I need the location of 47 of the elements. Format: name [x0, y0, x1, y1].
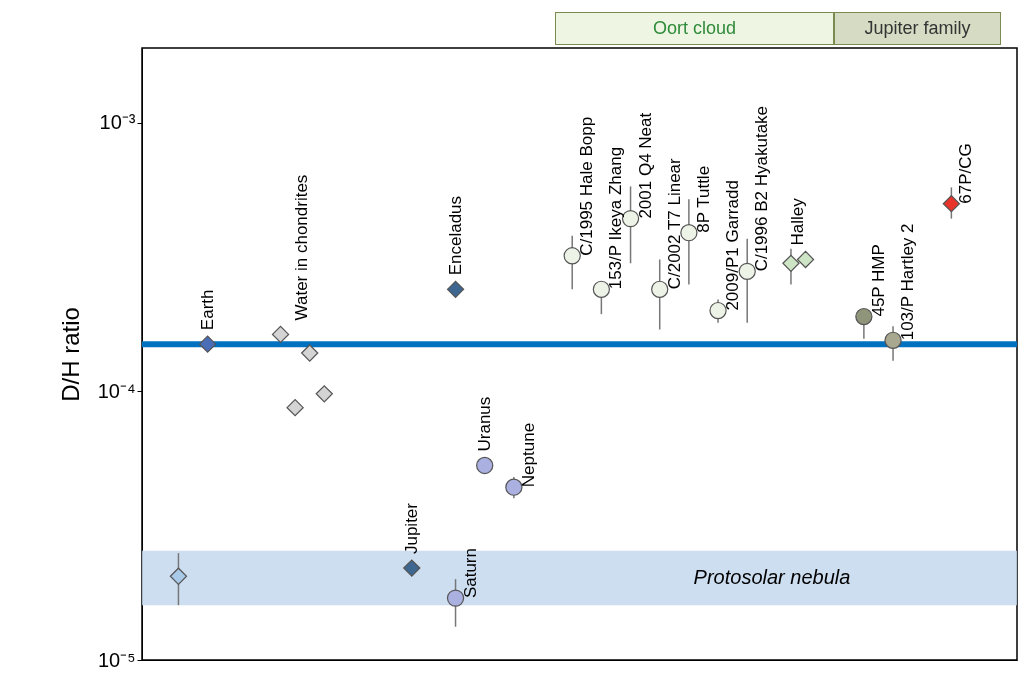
point — [169, 567, 188, 585]
text: Enceladus — [445, 195, 465, 276]
band-label: Protosolar nebula — [693, 566, 851, 589]
text: 2001 Q4 Neat — [635, 112, 655, 219]
text: Earth — [197, 289, 217, 331]
point — [476, 456, 494, 475]
text: C/1995 Hale Bopp — [577, 116, 597, 256]
point — [709, 301, 727, 320]
text: Oort cloud — [555, 12, 834, 45]
text: 67P/CG — [956, 143, 976, 204]
point — [855, 307, 873, 326]
text: 103/P Hartley 2 — [898, 223, 918, 341]
text: C/1996 B2 Hyakutake — [752, 105, 772, 272]
point — [315, 385, 333, 403]
y-tick-label: 10⁻⁵ — [97, 648, 136, 671]
text: Neptune — [518, 422, 538, 488]
point — [651, 280, 669, 298]
text: Uranus — [474, 396, 494, 452]
point — [942, 195, 961, 213]
point — [884, 331, 902, 349]
text: 2009/P1 Garradd — [723, 180, 743, 311]
point — [286, 399, 304, 417]
text: Halley — [788, 197, 808, 246]
point — [782, 254, 800, 272]
y-tick-label: 10⁻³ — [99, 111, 136, 134]
text: 8P Tuttle — [693, 165, 713, 233]
point — [680, 224, 698, 242]
text: C/2002 T7 Linear — [664, 157, 684, 290]
text: 45P HMP — [868, 244, 888, 317]
point — [796, 250, 815, 269]
point — [198, 335, 217, 353]
text: Jupiter family — [834, 12, 1001, 45]
point — [563, 247, 581, 265]
text: Water in chondrites — [292, 174, 312, 321]
point — [446, 280, 465, 298]
text: 153/P Ikeya Zhang — [606, 146, 626, 290]
y-axis-title: D/H ratio — [56, 307, 84, 402]
text: Jupiter — [401, 502, 421, 555]
point — [446, 589, 465, 607]
point — [738, 262, 756, 280]
point — [301, 344, 319, 362]
point — [403, 559, 421, 577]
point — [271, 325, 290, 344]
y-tick-label: 10⁻⁴ — [97, 379, 136, 402]
text: Saturn — [460, 548, 480, 599]
point — [505, 478, 523, 496]
point — [592, 280, 611, 298]
